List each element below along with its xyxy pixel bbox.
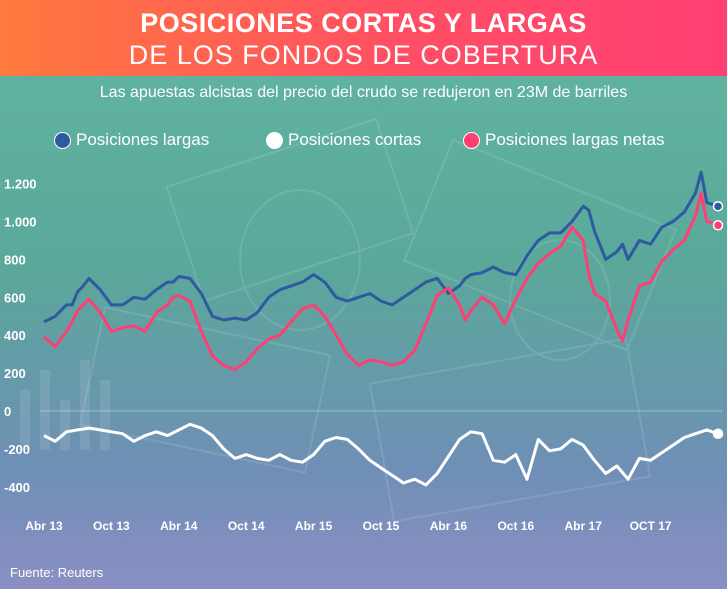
- y-tick-label: 0: [4, 404, 11, 419]
- y-tick-label: 800: [4, 252, 26, 267]
- chart-title-line2: DE LOS FONDOS DE COBERTURA: [128, 40, 599, 70]
- y-tick-label: -200: [4, 442, 30, 457]
- x-tick-label: Abr 13: [25, 519, 63, 533]
- header-banner: POSICIONES CORTAS Y LARGAS DE LOS FONDOS…: [0, 0, 727, 76]
- x-tick-label: Abr 16: [430, 519, 468, 533]
- x-tick-label: Abr 17: [565, 519, 603, 533]
- series-line-long: [43, 170, 719, 324]
- x-tick-label: Abr 15: [295, 519, 333, 533]
- y-tick-label: 200: [4, 366, 26, 381]
- series-line-short: [43, 422, 719, 487]
- y-tick-label: 600: [4, 290, 26, 305]
- legend-label-net: Posiciones largas netas: [485, 130, 665, 149]
- x-tick-label: Oct 16: [497, 519, 534, 533]
- legend-dot-net-icon: [463, 131, 480, 149]
- legend-dot-long-icon: [54, 131, 71, 149]
- x-tick-label: OCT 17: [630, 519, 672, 533]
- series-line-long-endpoint: [712, 201, 724, 212]
- legend-item-net: Posiciones largas netas: [463, 130, 665, 150]
- series-line-net-endpoint: [712, 220, 724, 231]
- source-note: Fuente: Reuters: [10, 565, 104, 580]
- legend-item-short: Posiciones cortas: [266, 130, 421, 150]
- series-line-short-endpoint: [712, 428, 724, 439]
- x-tick-label: Abr 14: [160, 519, 198, 533]
- x-tick-label: Oct 13: [93, 519, 130, 533]
- x-tick-label: Oct 14: [228, 519, 265, 533]
- y-tick-label: 1.200: [4, 177, 37, 192]
- legend: Posiciones largas Posiciones cortas Posi…: [0, 130, 727, 156]
- legend-dot-short-icon: [266, 131, 283, 149]
- y-tick-label: 400: [4, 328, 26, 343]
- legend-item-long: Posiciones largas: [54, 130, 209, 150]
- series-line-net: [43, 191, 719, 371]
- chart-title: POSICIONES CORTAS Y LARGAS: [140, 8, 587, 38]
- y-tick-label: 1.000: [4, 215, 37, 230]
- legend-label-short: Posiciones cortas: [288, 130, 422, 149]
- y-tick-label: -400: [4, 480, 30, 495]
- chart-subtitle: Las apuestas alcistas del precio del cru…: [99, 84, 628, 101]
- x-tick-label: Oct 15: [363, 519, 400, 533]
- legend-label-long: Posiciones largas: [76, 130, 210, 149]
